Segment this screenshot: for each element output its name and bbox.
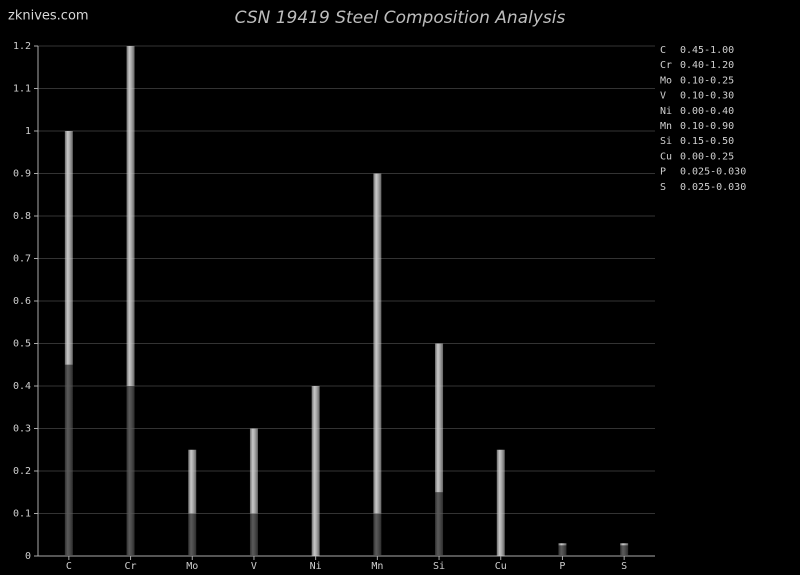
bar-range bbox=[311, 386, 320, 556]
x-tick-label: P bbox=[559, 561, 565, 572]
legend-element: C bbox=[660, 45, 666, 56]
bar-range bbox=[620, 543, 629, 546]
legend-element: Mn bbox=[660, 121, 672, 132]
y-tick-label: 0.7 bbox=[13, 254, 31, 265]
bar-range bbox=[558, 543, 567, 546]
legend-element: Cr bbox=[660, 60, 672, 71]
legend-range: 0.40-1.20 bbox=[680, 60, 734, 71]
y-tick-label: 1.2 bbox=[13, 41, 31, 52]
y-tick-label: 0.8 bbox=[13, 211, 31, 222]
y-tick-label: 0.5 bbox=[13, 339, 31, 350]
chart-title: CSN 19419 Steel Composition Analysis bbox=[235, 8, 566, 28]
legend-range: 0.15-0.50 bbox=[680, 136, 734, 147]
bar-min bbox=[249, 513, 258, 556]
bar-range bbox=[126, 46, 135, 386]
bar-range bbox=[435, 343, 444, 493]
bar-min bbox=[558, 545, 567, 556]
legend-element: Cu bbox=[660, 151, 672, 162]
legend-range: 0.00-0.25 bbox=[680, 151, 734, 162]
y-tick-label: 0.2 bbox=[13, 466, 31, 477]
legend-range: 0.025-0.030 bbox=[680, 182, 746, 193]
y-tick-label: 0 bbox=[25, 551, 31, 562]
x-tick-label: V bbox=[251, 561, 257, 572]
x-tick-label: Mn bbox=[371, 561, 383, 572]
bar-range bbox=[188, 449, 197, 514]
legend-element: Si bbox=[660, 136, 672, 147]
y-tick-label: 0.3 bbox=[13, 424, 31, 435]
legend-range: 0.45-1.00 bbox=[680, 45, 734, 56]
bar-range bbox=[496, 449, 505, 556]
legend-range: 0.10-0.90 bbox=[680, 121, 734, 132]
y-tick-label: 0.6 bbox=[13, 296, 31, 307]
bar-min bbox=[435, 492, 444, 556]
legend-element: S bbox=[660, 182, 666, 193]
bar-min bbox=[620, 545, 629, 556]
x-tick-label: Ni bbox=[310, 561, 322, 572]
y-tick-label: 0.9 bbox=[13, 169, 31, 180]
legend-range: 0.00-0.40 bbox=[680, 106, 734, 117]
legend-range: 0.10-0.30 bbox=[680, 91, 734, 102]
legend-element: V bbox=[660, 91, 666, 102]
bar-min bbox=[126, 386, 135, 556]
legend-range: 0.025-0.030 bbox=[680, 167, 746, 178]
x-tick-label: Si bbox=[433, 561, 445, 572]
x-tick-label: S bbox=[621, 561, 627, 572]
y-tick-label: 1 bbox=[25, 126, 31, 137]
legend-element: P bbox=[660, 167, 666, 178]
bar-min bbox=[188, 513, 197, 556]
x-tick-label: Cr bbox=[125, 561, 137, 572]
x-tick-label: Mo bbox=[186, 561, 198, 572]
watermark: zknives.com bbox=[8, 9, 89, 24]
bar-range bbox=[249, 428, 258, 514]
x-tick-label: C bbox=[66, 561, 72, 572]
y-tick-label: 0.4 bbox=[13, 381, 31, 392]
x-tick-label: Cu bbox=[495, 561, 507, 572]
bar-range bbox=[64, 131, 73, 365]
bar-min bbox=[64, 364, 73, 556]
bar-range bbox=[373, 173, 382, 514]
legend-element: Mo bbox=[660, 75, 672, 86]
y-tick-label: 0.1 bbox=[13, 509, 31, 520]
legend-element: Ni bbox=[660, 106, 672, 117]
bar-min bbox=[373, 513, 382, 556]
y-tick-label: 1.1 bbox=[13, 84, 31, 95]
legend-range: 0.10-0.25 bbox=[680, 75, 734, 86]
